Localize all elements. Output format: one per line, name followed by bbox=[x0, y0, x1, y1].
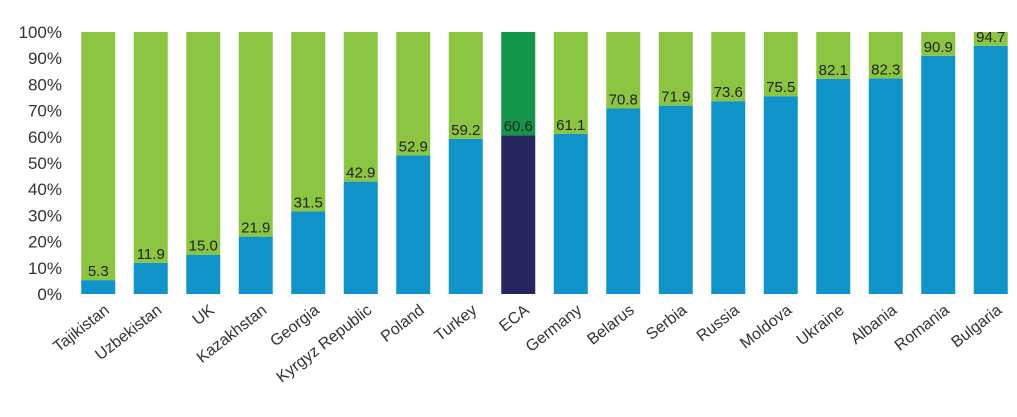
bar-segment-top bbox=[133, 32, 168, 263]
data-label: 70.8 bbox=[609, 92, 638, 109]
bar-segment-bottom bbox=[711, 101, 746, 294]
data-label: 71.9 bbox=[661, 89, 690, 106]
bar-segment-bottom bbox=[133, 262, 168, 294]
bar-segment-bottom bbox=[921, 55, 956, 295]
data-label: 75.5 bbox=[766, 79, 795, 96]
data-label: 31.5 bbox=[294, 194, 323, 211]
bar-segment-top bbox=[448, 32, 483, 139]
data-label: 60.6 bbox=[504, 118, 533, 135]
data-label: 5.3 bbox=[88, 263, 109, 280]
category-label: Turkey bbox=[432, 302, 481, 345]
bar-segment-bottom bbox=[186, 254, 221, 294]
data-label: 61.1 bbox=[556, 117, 585, 134]
bar-segment-bottom bbox=[448, 138, 483, 294]
category-label: Bulgaria bbox=[948, 302, 1005, 352]
bar-segment-top bbox=[816, 32, 851, 79]
category-label: Germany bbox=[523, 302, 585, 356]
bar-segment-bottom bbox=[973, 45, 1008, 294]
bar-segment-bottom bbox=[816, 78, 851, 294]
data-label: 11.9 bbox=[137, 246, 165, 263]
y-axis-ticks: 0% 10% 20% 30% 40% 50% 60% 70% 80% 90% 100% bbox=[19, 23, 62, 304]
bar-segment-bottom bbox=[658, 105, 693, 294]
data-label: 21.9 bbox=[241, 220, 270, 237]
data-labels: 5.3 11.9 15.0 21.9 31.5 42.9 52.9 59.2 60.6 61.1 7… bbox=[88, 29, 1006, 280]
bar-segment-top bbox=[553, 32, 588, 134]
bar-segment-top bbox=[238, 32, 273, 237]
bar-segment-bottom bbox=[291, 211, 326, 294]
data-label: 73.6 bbox=[714, 84, 743, 101]
category-label: Serbia bbox=[643, 302, 690, 344]
bars bbox=[81, 32, 1008, 295]
category-label: UK bbox=[190, 302, 218, 329]
category-label: Ukraine bbox=[794, 302, 848, 349]
y-tick-label: 50% bbox=[28, 154, 62, 173]
category-label: Poland bbox=[378, 302, 428, 346]
bar-segment-top bbox=[501, 32, 536, 136]
bar-segment-top bbox=[658, 32, 693, 106]
category-label: Moldova bbox=[737, 302, 795, 353]
data-label: 52.9 bbox=[399, 138, 428, 155]
y-tick-label: 100% bbox=[19, 23, 62, 42]
bar-segment-bottom bbox=[343, 181, 378, 294]
category-label: Kyrgyz Republic bbox=[274, 302, 376, 387]
bar-segment-top bbox=[868, 32, 903, 79]
data-label: 94.7 bbox=[976, 29, 1005, 46]
bar-segment-top bbox=[186, 32, 221, 255]
y-tick-label: 10% bbox=[28, 259, 62, 278]
bar-segment-bottom bbox=[501, 135, 536, 294]
category-label: ECA bbox=[496, 302, 533, 336]
y-tick-label: 0% bbox=[37, 285, 62, 304]
category-label: Russia bbox=[694, 302, 743, 346]
bar-segment-top bbox=[973, 32, 1008, 46]
y-tick-label: 80% bbox=[28, 75, 62, 94]
bar-segment-bottom bbox=[868, 78, 903, 295]
data-label: 90.9 bbox=[924, 39, 953, 56]
bar-segment-top bbox=[81, 32, 116, 281]
bar-segment-bottom bbox=[238, 236, 273, 294]
bar-segment-bottom bbox=[553, 133, 588, 294]
bar-segment-bottom bbox=[81, 280, 116, 294]
data-label: 42.9 bbox=[346, 165, 375, 182]
data-label: 82.1 bbox=[819, 62, 848, 79]
bar-segment-bottom bbox=[763, 96, 798, 294]
y-tick-label: 20% bbox=[28, 233, 62, 252]
bar-segment-top bbox=[711, 32, 746, 102]
y-tick-label: 30% bbox=[28, 206, 62, 225]
bar-segment-bottom bbox=[606, 108, 641, 294]
data-label: 59.2 bbox=[451, 122, 480, 139]
bar-segment-top bbox=[763, 32, 798, 97]
category-label: Romania bbox=[892, 302, 953, 355]
data-label: 15.0 bbox=[189, 238, 218, 255]
bar-segment-top bbox=[921, 32, 956, 56]
category-label: Belarus bbox=[584, 302, 637, 349]
bar-segment-top bbox=[291, 32, 326, 212]
y-tick-label: 60% bbox=[28, 128, 62, 147]
data-label: 82.3 bbox=[871, 61, 900, 78]
bar-segment-bottom bbox=[396, 155, 431, 294]
y-tick-label: 90% bbox=[28, 49, 62, 68]
y-tick-label: 40% bbox=[28, 180, 62, 199]
bar-segment-top bbox=[343, 32, 378, 182]
bar-segment-top bbox=[606, 32, 641, 109]
y-tick-label: 70% bbox=[28, 102, 62, 121]
bar-segment-top bbox=[396, 32, 431, 156]
